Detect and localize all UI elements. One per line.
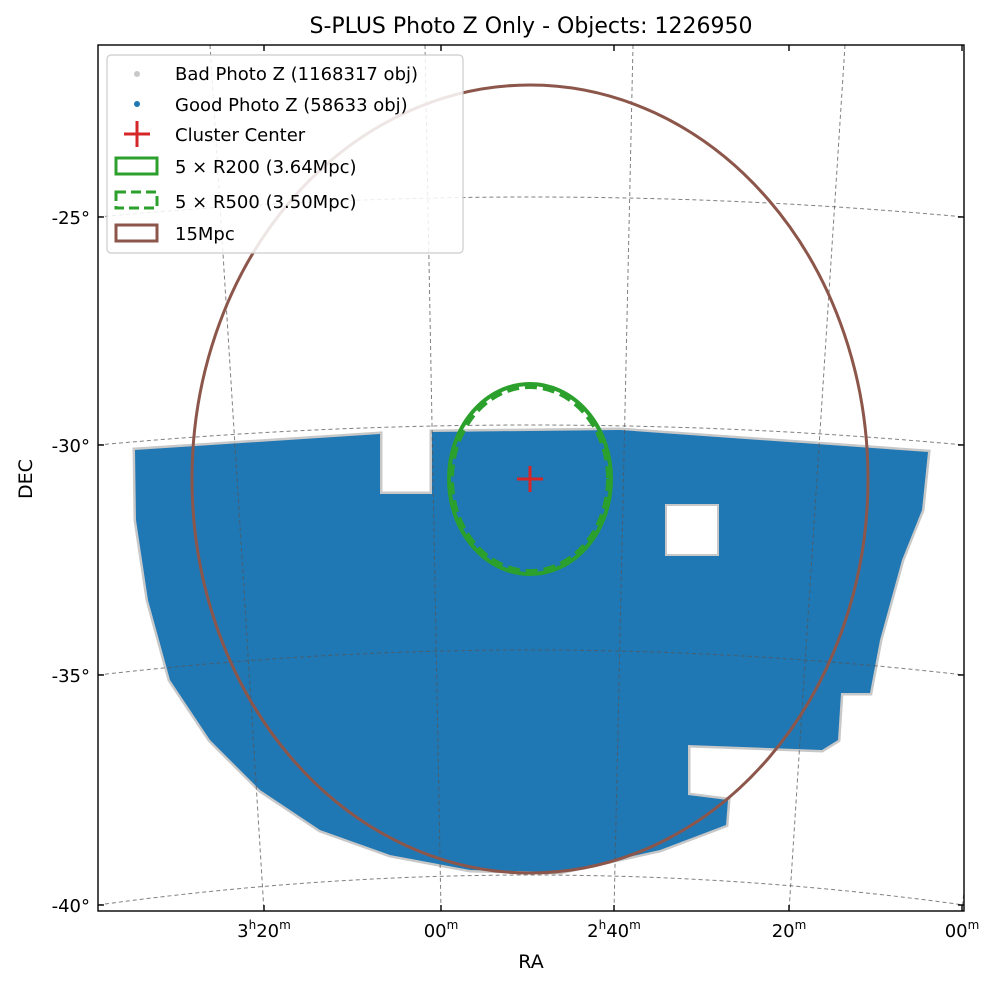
ra-grid-line	[613, 45, 634, 911]
legend-swatch-r500	[114, 190, 159, 210]
ra-grid-line	[424, 45, 442, 911]
legend-label-r200: 5 × R200 (3.64Mpc)	[175, 157, 357, 178]
circle-5r500	[450, 385, 610, 573]
footprint-hole	[665, 504, 719, 556]
plot-area	[98, 45, 964, 911]
circle-15mpc	[190, 83, 870, 875]
legend-box	[106, 54, 464, 254]
dec-tick-label: -35°	[52, 666, 90, 687]
ra-tick-label: 2h40m	[587, 918, 641, 942]
dec-grid-line	[98, 649, 964, 676]
ra-tick-label: 00m	[424, 918, 459, 942]
circle-5r200	[447, 382, 613, 576]
legend-swatch-15mpc	[114, 223, 159, 243]
legend-swatch-good	[134, 101, 140, 107]
ra-tick-labels: 3h20m 00m 2h40m 20m 00m	[237, 918, 979, 942]
dec-tick-label: -30°	[52, 436, 90, 457]
dec-tick-label: -25°	[52, 208, 90, 229]
cluster-center-marker	[517, 466, 543, 492]
good-photoz-points	[135, 430, 928, 872]
legend-label-center: Cluster Center	[175, 125, 306, 146]
ra-tick-label: 3h20m	[237, 918, 291, 942]
x-axis-label: RA	[518, 951, 543, 973]
legend-label-good: Good Photo Z (58633 obj)	[175, 95, 408, 116]
legend-swatch-center	[124, 121, 150, 147]
legend-label-15mpc: 15Mpc	[175, 224, 235, 245]
ra-grid-line	[961, 886, 964, 911]
legend-label-bad: Bad Photo Z (1168317 obj)	[175, 64, 418, 85]
legend-swatch-bad	[134, 71, 140, 77]
legend: Bad Photo Z (1168317 obj) Good Photo Z (…	[106, 54, 464, 254]
legend-swatch-r200	[114, 156, 159, 176]
legend-label-r500: 5 × R500 (3.50Mpc)	[175, 192, 357, 213]
ra-grid-line	[788, 45, 846, 911]
axes-frame	[97, 44, 965, 912]
ra-tick-label: 00m	[945, 918, 980, 942]
ra-tick-label: 20m	[772, 918, 807, 942]
dec-grid-line	[98, 874, 964, 906]
axis-ticks	[98, 45, 964, 911]
ra-grid-line	[209, 45, 265, 911]
dec-tick-label: -40°	[52, 896, 90, 917]
y-axis-label: DEC	[15, 459, 37, 499]
dec-tick-labels: -25° -30° -35° -40°	[52, 208, 90, 917]
chart-title: S-PLUS Photo Z Only - Objects: 1226950	[309, 14, 752, 39]
grid-lines	[98, 45, 964, 911]
